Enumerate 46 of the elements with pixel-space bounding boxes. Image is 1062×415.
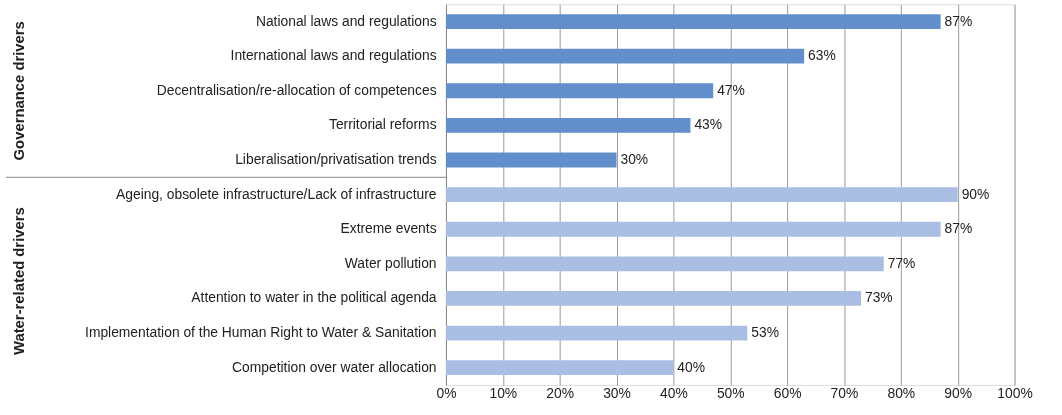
text: Governance drivers: [10, 21, 27, 161]
x-tick-label: 60%: [773, 385, 802, 402]
bar: [445, 325, 748, 341]
x-tick-label: 100%: [997, 385, 1033, 402]
bar: [445, 14, 941, 29]
x-tick-label: 0%: [436, 385, 457, 402]
x-tick-label: 40%: [660, 385, 688, 402]
bar: [445, 221, 941, 237]
bar: [445, 48, 805, 64]
data-label: 73%: [864, 289, 893, 306]
data-label: 87%: [944, 12, 973, 29]
y-tick-label: National laws and regulations: [255, 12, 437, 29]
x-tick-label: 50%: [716, 385, 745, 402]
data-label: 43%: [694, 116, 723, 133]
y-tick-label: Extreme events: [340, 220, 437, 237]
x-tick-label: 70%: [830, 385, 859, 402]
data-label: 87%: [944, 220, 973, 237]
bar: [445, 291, 862, 306]
bar: [445, 360, 674, 376]
bar: [445, 117, 691, 133]
bar: [445, 152, 617, 168]
x-tick-label: 20%: [546, 385, 575, 402]
x-tick-label: 90%: [944, 385, 973, 402]
y-tick-label: Competition over water allocation: [232, 358, 437, 375]
x-tick-label: 80%: [887, 385, 916, 402]
y-tick-label: Ageing, obsolete infrastructure/Lack of infrastructure: [116, 185, 437, 202]
data-label: 77%: [887, 254, 916, 271]
text: Water-related drivers: [10, 207, 27, 356]
x-tick-label: 30%: [603, 385, 631, 402]
y-tick-label: Attention to water in the political agenda: [191, 289, 437, 306]
y-tick-label: Implementation of the Human Right to Water & Sanitation: [85, 324, 437, 340]
y-tick-label: Decentralisation/re-allocation of competences: [156, 81, 437, 98]
data-label: 53%: [751, 324, 779, 340]
data-label: 47%: [717, 81, 745, 98]
y-tick-label: International laws and regulations: [230, 47, 437, 64]
y-tick-label: Liberalisation/privatisation trends: [235, 150, 437, 167]
bar: [445, 187, 958, 203]
bar: [445, 256, 884, 272]
x-tick-label: 10%: [489, 385, 518, 402]
data-label: 40%: [677, 358, 706, 375]
y-tick-label: Water pollution: [344, 254, 437, 271]
data-label: 90%: [961, 185, 990, 202]
y-tick-label: Territorial reforms: [328, 116, 437, 133]
data-label: 63%: [808, 47, 836, 64]
bar: [445, 83, 714, 99]
data-label: 30%: [620, 150, 649, 167]
